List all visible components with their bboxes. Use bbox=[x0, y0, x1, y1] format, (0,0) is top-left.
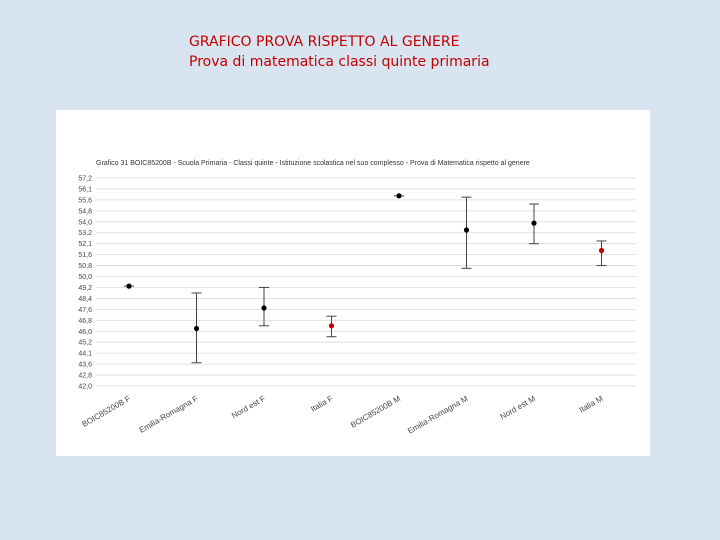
x-category-label: Nord est F bbox=[230, 394, 267, 421]
slide-title-line-1: GRAFICO PROVA RISPETTO AL GENERE bbox=[189, 34, 460, 50]
y-tick-label: 46,0 bbox=[78, 329, 92, 336]
y-tick-label: 55,6 bbox=[78, 197, 92, 204]
data-point bbox=[598, 247, 605, 254]
y-tick-label: 45,2 bbox=[78, 340, 92, 347]
chart-title: Grafico 31 BOIC85200B - Scuola Primaria … bbox=[96, 160, 530, 167]
data-point bbox=[531, 220, 537, 226]
data-point bbox=[126, 283, 132, 289]
y-tick-label: 43,6 bbox=[78, 362, 92, 369]
y-tick-label: 54,8 bbox=[78, 208, 92, 215]
x-category-label: BOIC85200B M bbox=[349, 394, 402, 430]
y-tick-label: 54,0 bbox=[78, 219, 92, 226]
x-category-label: BOIC85200B F bbox=[81, 394, 133, 429]
chart-panel: Grafico 31 BOIC85200B - Scuola Primaria … bbox=[56, 110, 650, 456]
y-tick-label: 56,1 bbox=[78, 186, 92, 193]
data-point bbox=[193, 325, 200, 332]
x-category-label: Nord est M bbox=[499, 394, 538, 422]
y-tick-label: 50,8 bbox=[78, 263, 92, 270]
data-point bbox=[328, 323, 335, 329]
data-point bbox=[396, 193, 402, 199]
x-category-label: Emilia-Romagna F bbox=[138, 394, 200, 435]
y-tick-label: 48,4 bbox=[78, 296, 92, 303]
y-tick-label: 46,8 bbox=[78, 318, 92, 325]
y-tick-label: 42,0 bbox=[78, 384, 92, 391]
y-tick-label: 52,1 bbox=[78, 241, 92, 248]
x-category-label: Emilia-Romagna M bbox=[406, 394, 470, 436]
y-tick-label: 50,0 bbox=[78, 274, 92, 281]
x-category-label: Italia F bbox=[309, 394, 334, 414]
y-tick-label: 57,2 bbox=[78, 176, 92, 183]
y-tick-label: 49,2 bbox=[78, 285, 92, 292]
y-tick-label: 51,6 bbox=[78, 252, 92, 259]
y-tick-label: 47,6 bbox=[78, 307, 92, 314]
y-tick-label: 42,8 bbox=[78, 373, 92, 380]
slide-title-line-2: Prova di matematica classi quinte primar… bbox=[189, 54, 490, 70]
chart-plot: 57,2 56,1 55,6 54,8 54,0 53,2 52,1 51,6 50,8 50,0… bbox=[78, 176, 636, 436]
data-point bbox=[463, 227, 470, 233]
slide-title: GRAFICO PROVA RISPETTO AL GENERE Prova d… bbox=[189, 32, 490, 72]
y-tick-label: 53,2 bbox=[78, 230, 92, 237]
data-point bbox=[261, 305, 267, 311]
y-tick-label: 44,1 bbox=[78, 351, 92, 358]
x-category-label: Italia M bbox=[578, 394, 605, 415]
